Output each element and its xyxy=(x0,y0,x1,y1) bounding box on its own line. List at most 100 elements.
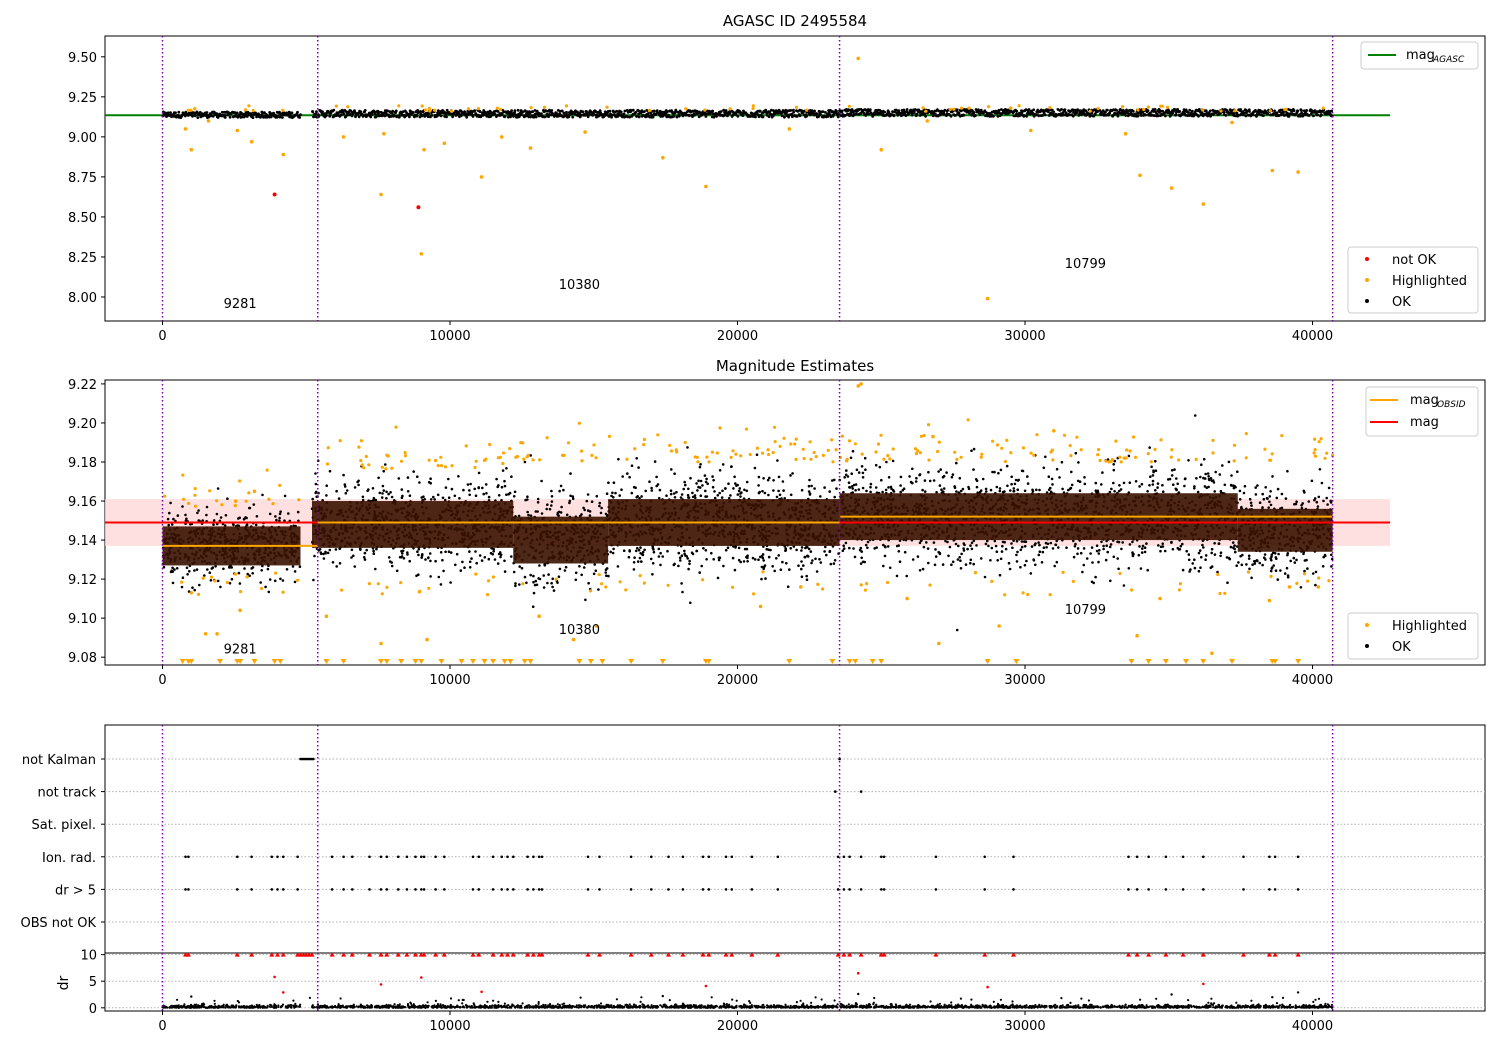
ok-point xyxy=(775,495,779,499)
ok-point xyxy=(325,484,329,488)
ok-point xyxy=(297,519,300,523)
ok-point xyxy=(264,585,267,589)
ok-point xyxy=(584,598,587,602)
ok-point xyxy=(353,565,357,568)
ok-point xyxy=(551,577,554,581)
ok-point xyxy=(824,111,827,114)
ok-point xyxy=(314,482,318,486)
ok-point xyxy=(172,517,175,521)
ok-point xyxy=(391,109,395,113)
ok-point xyxy=(755,453,759,457)
ok-point xyxy=(1007,561,1011,565)
ok-point xyxy=(211,114,215,118)
ok-point xyxy=(639,111,643,115)
ok-point xyxy=(866,546,869,550)
ok-point xyxy=(648,480,651,484)
ok-point xyxy=(810,484,813,488)
ok-point xyxy=(635,496,638,499)
ok-point xyxy=(459,114,463,118)
ok-point xyxy=(512,570,516,574)
highlighted-point xyxy=(442,141,447,146)
ok-point xyxy=(447,550,451,553)
ok-point xyxy=(608,109,612,113)
ok-point xyxy=(685,555,688,558)
ok-point xyxy=(672,492,676,495)
ok-point xyxy=(612,547,615,551)
ok-point xyxy=(739,495,742,498)
ok-point xyxy=(226,497,229,501)
ok-point xyxy=(429,477,432,481)
ok-point xyxy=(534,115,538,119)
ok-point xyxy=(556,513,559,516)
ok-point xyxy=(424,558,427,561)
highlighted-point xyxy=(476,107,481,111)
highlighted-point xyxy=(499,135,504,139)
ok-point xyxy=(381,484,385,488)
ok-point xyxy=(1180,112,1184,116)
ok-point xyxy=(569,494,572,498)
ok-point xyxy=(278,516,281,520)
ok-point xyxy=(797,564,800,567)
ok-point xyxy=(527,513,530,517)
ok-point xyxy=(705,558,708,561)
ok-point xyxy=(695,549,699,553)
ok-point xyxy=(339,113,343,117)
ok-point xyxy=(792,110,795,114)
ok-point xyxy=(652,550,656,554)
ok-point xyxy=(677,551,681,555)
ok-point xyxy=(990,546,994,550)
ok-point xyxy=(429,498,433,501)
ok-point xyxy=(335,565,339,568)
ok-point xyxy=(1076,108,1080,112)
ok-point xyxy=(604,512,608,516)
ok-point xyxy=(646,112,650,116)
ok-point xyxy=(1088,113,1092,117)
ok-point xyxy=(466,483,470,486)
ok-point xyxy=(401,549,405,553)
ok-point xyxy=(700,564,703,568)
ok-point xyxy=(1155,112,1159,116)
ok-point xyxy=(468,566,472,569)
highlighted-point xyxy=(498,107,503,112)
ok-point xyxy=(529,573,532,577)
ok-point xyxy=(470,557,473,560)
ok-point xyxy=(400,555,404,558)
ok-point xyxy=(679,496,683,499)
ok-point xyxy=(343,483,347,486)
ok-point xyxy=(910,113,914,117)
ok-point xyxy=(680,554,684,557)
ok-point xyxy=(928,479,932,483)
ok-point xyxy=(1273,109,1276,113)
ok-point xyxy=(627,555,631,559)
ok-point xyxy=(345,489,349,492)
ok-point xyxy=(704,480,708,484)
ok-point xyxy=(713,490,716,493)
ok-point xyxy=(363,551,367,555)
ok-point xyxy=(534,112,537,116)
ok-point xyxy=(712,478,715,482)
ok-point xyxy=(350,548,354,552)
ok-point xyxy=(994,544,998,548)
ok-point xyxy=(1025,559,1028,563)
ok-point xyxy=(1296,109,1300,113)
ok-point xyxy=(814,557,817,561)
ok-point xyxy=(534,579,538,583)
ok-point xyxy=(606,514,609,518)
ok-point xyxy=(418,481,421,484)
ok-point xyxy=(828,550,831,553)
ok-point xyxy=(733,568,737,572)
ok-point xyxy=(171,581,175,585)
ok-point xyxy=(1055,467,1059,471)
ok-point xyxy=(578,565,581,568)
highlighted-point xyxy=(921,106,925,110)
ok-point xyxy=(168,511,171,515)
ok-point xyxy=(215,512,219,516)
ok-point xyxy=(176,514,180,517)
ok-point xyxy=(855,468,859,472)
ok-point xyxy=(694,496,697,500)
ok-point xyxy=(546,581,549,585)
